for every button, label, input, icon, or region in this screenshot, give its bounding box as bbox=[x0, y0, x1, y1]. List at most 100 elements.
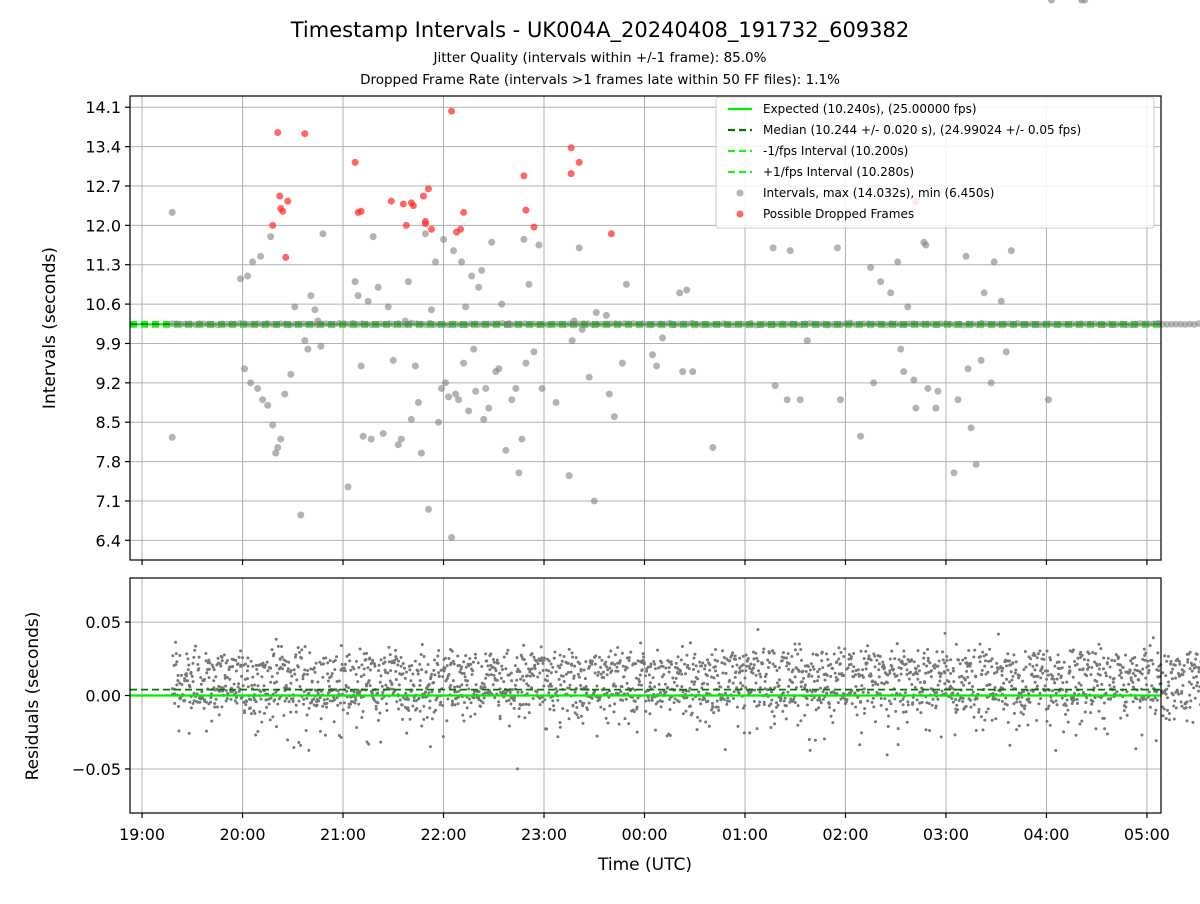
residual-point bbox=[975, 729, 978, 732]
residual-point bbox=[923, 652, 926, 655]
residual-point bbox=[794, 648, 797, 651]
residual-point bbox=[733, 690, 736, 693]
residual-point bbox=[188, 701, 191, 704]
residual-point bbox=[1090, 703, 1093, 706]
residual-point bbox=[484, 652, 487, 655]
residual-point bbox=[602, 676, 605, 679]
residual-point bbox=[192, 680, 195, 683]
residual-point bbox=[379, 674, 382, 677]
residual-point bbox=[732, 697, 735, 700]
top-y-tick-label: 12.7 bbox=[85, 177, 121, 196]
residual-point bbox=[917, 649, 920, 652]
interval-point bbox=[445, 393, 452, 400]
interval-point bbox=[837, 396, 844, 403]
residual-point bbox=[1145, 683, 1148, 686]
interval-point bbox=[462, 303, 469, 310]
residual-point bbox=[826, 674, 829, 677]
residual-point bbox=[302, 698, 305, 701]
residual-point bbox=[846, 698, 849, 701]
residual-point bbox=[685, 696, 688, 699]
residual-point bbox=[936, 698, 939, 701]
residual-point bbox=[1062, 730, 1065, 733]
residual-point bbox=[738, 691, 741, 694]
residual-point bbox=[1057, 673, 1060, 676]
residual-point bbox=[758, 672, 761, 675]
interval-point bbox=[317, 343, 324, 350]
residual-point bbox=[526, 674, 529, 677]
residual-point bbox=[1165, 693, 1168, 696]
residual-point bbox=[1011, 675, 1014, 678]
residual-point bbox=[577, 673, 580, 676]
residual-point bbox=[628, 659, 631, 662]
residual-point bbox=[1022, 713, 1025, 716]
residual-point bbox=[981, 669, 984, 672]
residual-point bbox=[1124, 654, 1127, 657]
residual-point bbox=[752, 657, 755, 660]
residual-point bbox=[1185, 719, 1188, 722]
residual-point bbox=[598, 656, 601, 659]
residual-point bbox=[563, 680, 566, 683]
residual-point bbox=[246, 677, 249, 680]
residual-point bbox=[952, 680, 955, 683]
interval-point bbox=[442, 379, 449, 386]
residual-point bbox=[313, 666, 316, 669]
residual-point bbox=[935, 691, 938, 694]
residual-point bbox=[1049, 659, 1052, 662]
residual-point bbox=[734, 676, 737, 679]
dropped-frame-point bbox=[422, 218, 429, 225]
residual-point bbox=[324, 656, 327, 659]
residual-point bbox=[437, 671, 440, 674]
residual-point bbox=[817, 706, 820, 709]
residual-point bbox=[1085, 696, 1088, 699]
residual-point bbox=[658, 683, 661, 686]
residual-point bbox=[743, 731, 746, 734]
residual-point bbox=[748, 731, 751, 734]
residual-point bbox=[863, 687, 866, 690]
residual-point bbox=[988, 648, 991, 651]
residual-point bbox=[732, 682, 735, 685]
residual-point bbox=[664, 667, 667, 670]
residual-point bbox=[269, 718, 272, 721]
interval-point bbox=[448, 534, 455, 541]
residual-point bbox=[594, 672, 597, 675]
residual-point bbox=[1039, 676, 1042, 679]
residual-point bbox=[511, 688, 514, 691]
residual-point bbox=[1105, 692, 1108, 695]
residual-point bbox=[608, 667, 611, 670]
residual-point bbox=[418, 697, 421, 700]
residual-point bbox=[218, 713, 221, 716]
residual-point bbox=[542, 669, 545, 672]
residual-point bbox=[417, 670, 420, 673]
x-tick-label: 23:00 bbox=[521, 825, 567, 844]
residual-point bbox=[353, 691, 356, 694]
residual-point bbox=[279, 658, 282, 661]
residual-point bbox=[854, 706, 857, 709]
residual-point bbox=[914, 686, 917, 689]
residual-point bbox=[979, 660, 982, 663]
residual-point bbox=[567, 671, 570, 674]
residual-point bbox=[1120, 676, 1123, 679]
interval-point bbox=[237, 275, 244, 282]
residual-point bbox=[1094, 727, 1097, 730]
residual-point bbox=[919, 711, 922, 714]
residual-point bbox=[1141, 672, 1144, 675]
residual-point bbox=[1018, 674, 1021, 677]
residual-point bbox=[662, 665, 665, 668]
residual-point bbox=[639, 642, 642, 645]
residual-point bbox=[205, 730, 208, 733]
residual-point bbox=[969, 706, 972, 709]
residual-point bbox=[596, 735, 599, 738]
residual-point bbox=[186, 657, 189, 660]
residual-point bbox=[235, 691, 238, 694]
residual-point bbox=[497, 704, 500, 707]
residual-point bbox=[196, 663, 199, 666]
figure-title: Timestamp Intervals - UK004A_20240408_19… bbox=[290, 18, 910, 43]
residual-point bbox=[935, 705, 938, 708]
residual-point bbox=[203, 678, 206, 681]
residual-point bbox=[473, 713, 476, 716]
residual-point bbox=[785, 717, 788, 720]
residual-point bbox=[680, 673, 683, 676]
residual-point bbox=[200, 683, 203, 686]
residual-point bbox=[377, 669, 380, 672]
residual-point bbox=[594, 654, 597, 657]
